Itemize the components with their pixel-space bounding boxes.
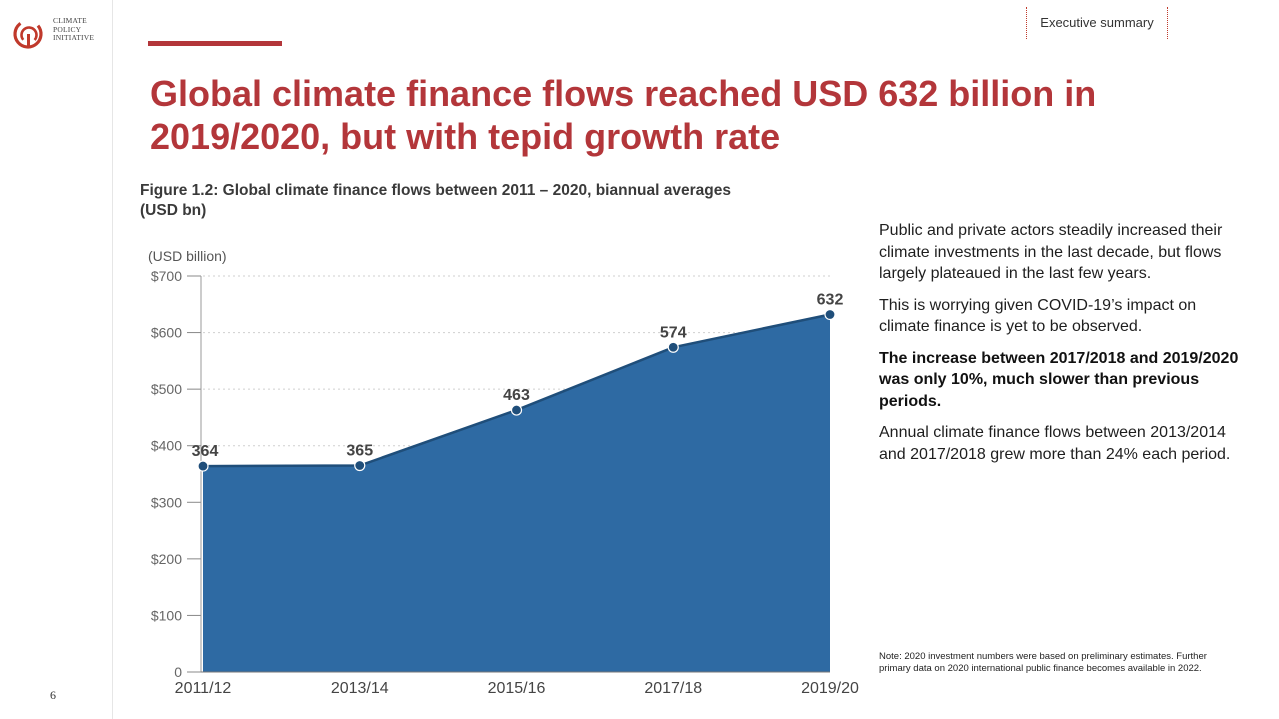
data-label: 364 bbox=[192, 443, 219, 460]
data-label: 463 bbox=[503, 387, 530, 404]
y-tick-label: $400 bbox=[151, 438, 182, 454]
logo-wordmark: CLIMATE POLICY INITIATIVE bbox=[53, 16, 95, 43]
y-tick-label: $600 bbox=[151, 325, 182, 341]
data-point bbox=[667, 341, 679, 353]
climate-finance-area-chart: 0$100$200$300$400$500$600$700 2011/12 201… bbox=[148, 248, 859, 697]
x-tick-label: 2013/14 bbox=[331, 680, 389, 697]
x-tick-label: 2019/20 bbox=[801, 680, 859, 697]
x-tick-label: 2017/18 bbox=[644, 680, 702, 697]
section-label[interactable]: Executive summary bbox=[1026, 7, 1168, 39]
commentary-paragraph-4: Annual climate finance flows between 201… bbox=[879, 424, 1231, 463]
chart-data-labels: 364 365 463 574 632 bbox=[192, 291, 844, 460]
chart-y-tick-labels: 0 $100 $200 $300 $400 $500 $600 $700 bbox=[151, 268, 182, 680]
logo-line-1: CLIMATE bbox=[53, 16, 87, 25]
data-label: 632 bbox=[817, 291, 844, 308]
commentary-paragraph-3-highlight: The increase between 2017/2018 and 2019/… bbox=[879, 349, 1239, 410]
data-label: 574 bbox=[660, 324, 687, 341]
data-point bbox=[824, 308, 836, 321]
chart-area-layer bbox=[202, 313, 831, 672]
data-point bbox=[510, 404, 523, 416]
y-tick-label: $200 bbox=[151, 551, 182, 567]
y-axis-title: (USD billion) bbox=[148, 248, 227, 264]
commentary-paragraph-2: This is worrying given COVID-19’s impact… bbox=[879, 296, 1197, 336]
x-tick-label: 2015/16 bbox=[488, 680, 546, 697]
x-tick-label: 2011/12 bbox=[175, 680, 232, 697]
chart-data-points bbox=[197, 308, 836, 472]
accent-bar bbox=[148, 41, 282, 46]
page-number: 6 bbox=[50, 688, 56, 702]
y-tick-label: $700 bbox=[151, 268, 182, 284]
y-tick-label: $300 bbox=[151, 494, 182, 510]
y-tick-label: $100 bbox=[151, 607, 182, 623]
logo-line-3: INITIATIVE bbox=[53, 33, 95, 42]
logo-line-2: POLICY bbox=[53, 24, 82, 34]
page-headline: Global climate finance flows reached USD… bbox=[150, 73, 1097, 157]
commentary-paragraph-1: Public and private actors steadily incre… bbox=[879, 222, 1223, 282]
area-fill bbox=[203, 314, 830, 672]
data-label: 365 bbox=[346, 443, 373, 460]
climate-policy-initiative-logo[interactable]: CLIMATE POLICY INITIATIVE bbox=[12, 14, 112, 54]
data-point bbox=[354, 459, 366, 472]
chart-x-tick-labels: 2011/12 2013/14 2015/16 2017/18 2019/20 bbox=[175, 680, 859, 697]
figure-title: Figure 1.2: Global climate finance flows… bbox=[140, 182, 731, 219]
data-point bbox=[197, 460, 209, 472]
chart-axes bbox=[187, 275, 830, 673]
chart-note: Note: 2020 investment numbers were based… bbox=[879, 651, 1207, 674]
y-tick-label: 0 bbox=[174, 664, 182, 680]
left-rail-divider bbox=[112, 0, 113, 719]
side-commentary: Public and private actors steadily incre… bbox=[879, 220, 1249, 475]
y-tick-label: $500 bbox=[151, 381, 182, 397]
cpi-logo-icon bbox=[13, 19, 43, 49]
